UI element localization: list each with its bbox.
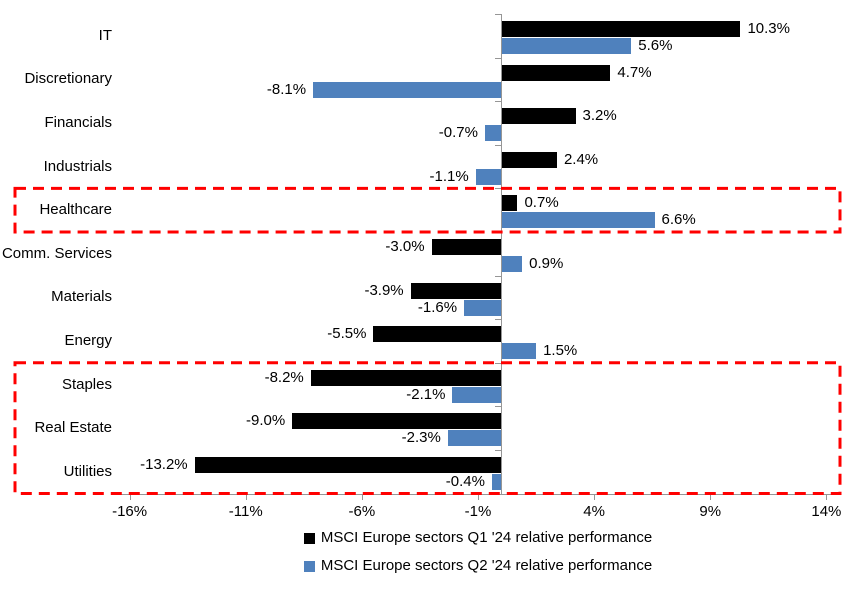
bar-label-q1-industrials: 2.4%: [563, 150, 599, 168]
x-axis-tick: [478, 493, 479, 500]
bar-label-q2-industrials: -1.1%: [429, 167, 469, 185]
bar-label-q1-comm-services: -3.0%: [385, 237, 425, 255]
category-label: Discretionary: [24, 70, 112, 88]
bar-q1-discretionary: [501, 64, 611, 81]
x-axis-tick: [361, 493, 363, 500]
legend-label-q2: MSCI Europe sectors Q2 '24 relative perf…: [320, 557, 653, 574]
x-axis-tick-label: -1%: [464, 502, 492, 520]
bar-label-q1-staples: -8.2%: [264, 368, 304, 386]
category-tick: [495, 319, 502, 321]
bar-q1-energy: [373, 326, 502, 343]
x-axis-tick: [826, 493, 828, 500]
x-axis-tick-label: 14%: [811, 502, 842, 520]
bar-q2-staples: [452, 386, 502, 403]
category-tick: [495, 493, 502, 495]
bar-label-q2-materials: -1.6%: [417, 298, 458, 316]
bar-label-q2-energy: 1.5%: [543, 342, 578, 360]
x-axis-tick: [710, 493, 712, 500]
category-label: IT: [98, 26, 112, 44]
bar-label-q1-materials: -3.9%: [364, 281, 404, 299]
category-tick: [495, 362, 502, 364]
bar-label-q1-utilities: -13.2%: [140, 455, 188, 473]
bar-q1-financials: [501, 108, 576, 125]
bar-label-q1-real-estate: -9.0%: [246, 412, 286, 430]
bar-q2-discretionary: [313, 81, 502, 98]
x-axis-tick-label: -6%: [348, 502, 376, 520]
bar-label-q1-discretionary: 4.7%: [617, 63, 652, 81]
bar-q1-industrials: [501, 151, 557, 168]
category-tick: [495, 57, 502, 59]
category-label: Industrials: [43, 157, 112, 175]
legend-swatch-q1-icon: [303, 532, 315, 544]
bar-q1-staples: [310, 369, 502, 386]
x-axis-tick-label: -16%: [112, 502, 148, 520]
bar-label-q1-healthcare: 0.7%: [524, 194, 559, 212]
category-label: Comm. Services: [1, 244, 112, 262]
category-tick: [495, 406, 502, 408]
legend-item-q2: MSCI Europe sectors Q2 '24 relative perf…: [303, 557, 653, 575]
legend-label-q1: MSCI Europe sectors Q1 '24 relative perf…: [320, 529, 653, 546]
bar-label-q2-utilities: -0.4%: [445, 472, 485, 490]
bar-label-q1-it: 10.3%: [747, 20, 790, 37]
bar-label-q2-financials: -0.7%: [438, 124, 478, 142]
bar-q2-financials: [484, 125, 502, 142]
bar-q2-comm-services: [501, 255, 523, 272]
bar-label-q1-energy: -5.5%: [327, 325, 367, 343]
bar-q2-it: [501, 38, 632, 54]
category-label: Utilities: [63, 462, 112, 480]
x-axis-tick: [245, 493, 247, 500]
category-tick: [495, 101, 502, 103]
bar-q2-materials: [464, 299, 502, 316]
legend: MSCI Europe sectors Q1 '24 relative perf…: [118, 529, 838, 575]
category-label: Healthcare: [39, 201, 112, 219]
bar-label-q2-comm-services: 0.9%: [529, 254, 564, 272]
category-label: Financials: [44, 113, 112, 131]
legend-swatch-q2-icon: [303, 560, 315, 572]
legend-item-q1: MSCI Europe sectors Q1 '24 relative perf…: [303, 529, 653, 547]
bar-q1-comm-services: [431, 238, 502, 255]
bar-q1-it: [501, 21, 741, 37]
category-tick: [495, 14, 502, 15]
bar-q1-utilities: [194, 456, 502, 473]
category-tick: [495, 188, 502, 190]
bar-label-q1-financials: 3.2%: [582, 107, 617, 125]
category-tick: [495, 144, 502, 146]
bar-q2-industrials: [475, 168, 502, 185]
bar-label-q2-healthcare: 6.6%: [661, 211, 696, 229]
category-label: Staples: [61, 375, 112, 393]
bar-q1-real-estate: [292, 413, 502, 430]
bar-label-q2-discretionary: -8.1%: [266, 80, 307, 98]
category-tick: [495, 449, 502, 451]
bar-label-q2-staples: -2.1%: [406, 385, 446, 403]
bar-q1-materials: [410, 282, 502, 299]
x-axis-tick-label: -11%: [228, 502, 263, 520]
bar-q2-energy: [501, 343, 537, 360]
bar-label-q2-it: 5.6%: [638, 37, 673, 54]
bar-q1-healthcare: [501, 195, 518, 212]
category-label: Real Estate: [34, 419, 112, 437]
bar-q2-healthcare: [501, 212, 655, 229]
category-tick: [495, 231, 502, 233]
x-axis-tick: [594, 493, 596, 500]
category-label: Materials: [51, 288, 112, 306]
x-axis-tick: [129, 493, 131, 500]
x-axis-tick-label: 9%: [699, 502, 722, 520]
bar-label-q2-real-estate: -2.3%: [401, 429, 441, 447]
category-label: Energy: [64, 331, 112, 349]
bar-q2-real-estate: [447, 430, 502, 447]
x-axis-tick-label: 4%: [583, 502, 605, 520]
y-axis-line: [500, 14, 502, 494]
category-tick: [495, 275, 502, 277]
